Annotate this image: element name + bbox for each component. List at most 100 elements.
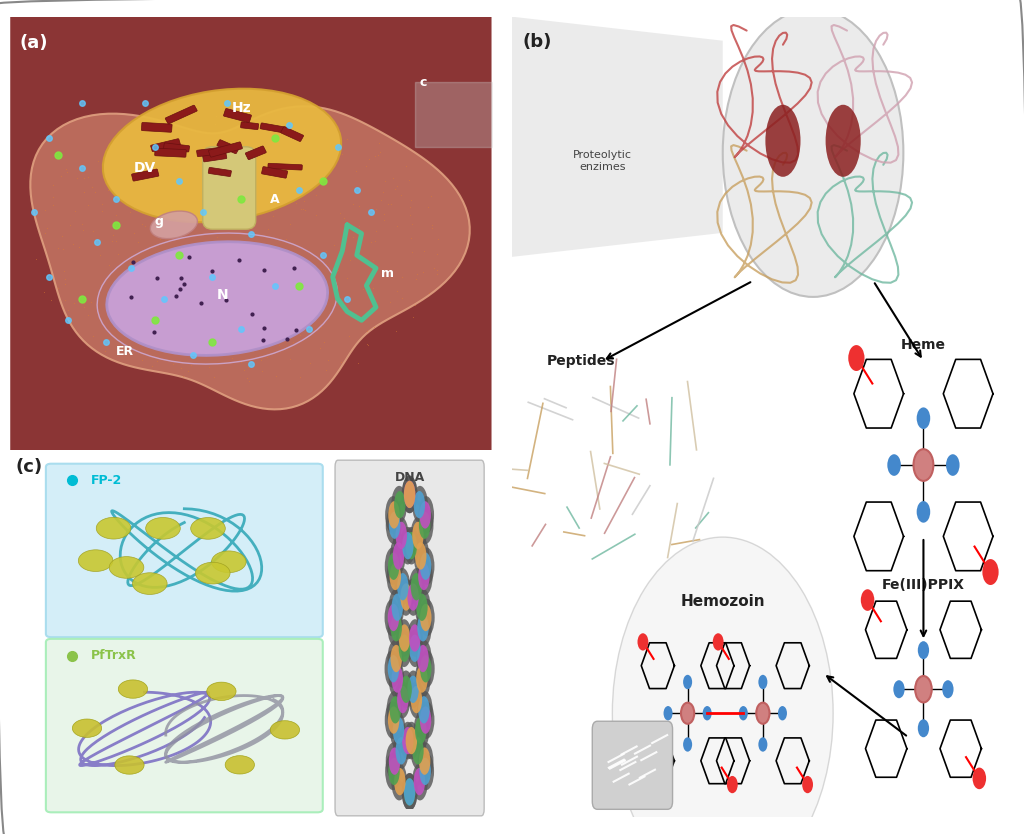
Circle shape	[145, 518, 180, 540]
Point	[409, 268, 425, 281]
Point	[76, 300, 92, 314]
Point	[217, 188, 233, 202]
Point	[406, 310, 422, 324]
Circle shape	[416, 666, 428, 693]
Point	[285, 321, 301, 334]
FancyBboxPatch shape	[141, 123, 172, 133]
Point	[224, 351, 241, 364]
Text: Hz: Hz	[231, 101, 251, 115]
Text: A: A	[270, 193, 280, 206]
Point	[295, 278, 311, 291]
Point	[237, 195, 253, 208]
Point	[429, 248, 445, 261]
Point	[163, 207, 179, 220]
Point	[376, 207, 392, 220]
Point	[243, 113, 259, 127]
Circle shape	[388, 757, 399, 785]
Point	[232, 289, 249, 303]
FancyBboxPatch shape	[260, 123, 288, 133]
Circle shape	[419, 547, 434, 585]
Point	[298, 173, 314, 187]
Point	[208, 109, 224, 123]
Point	[325, 262, 341, 275]
Point	[145, 332, 162, 345]
Circle shape	[388, 706, 399, 734]
Point	[56, 294, 73, 307]
Circle shape	[414, 491, 425, 519]
Circle shape	[394, 491, 406, 519]
FancyBboxPatch shape	[268, 163, 302, 170]
Circle shape	[415, 716, 426, 744]
Circle shape	[918, 719, 929, 737]
Point	[278, 232, 294, 245]
Point	[242, 189, 258, 203]
Point	[366, 320, 382, 334]
Point	[179, 239, 196, 253]
Circle shape	[389, 563, 401, 590]
PathPatch shape	[31, 106, 470, 409]
Circle shape	[390, 614, 402, 641]
Point	[169, 286, 185, 299]
FancyBboxPatch shape	[155, 148, 186, 158]
Circle shape	[915, 676, 932, 702]
Circle shape	[778, 706, 787, 721]
Circle shape	[408, 630, 423, 667]
Point	[255, 124, 271, 138]
Circle shape	[893, 681, 904, 698]
Point	[193, 344, 209, 358]
Point	[270, 264, 287, 278]
Point	[253, 332, 269, 345]
Circle shape	[417, 614, 429, 641]
FancyBboxPatch shape	[592, 721, 673, 809]
Point	[296, 203, 312, 216]
Text: Proteolytic
enzimes: Proteolytic enzimes	[572, 150, 632, 172]
Point	[148, 139, 165, 153]
Circle shape	[390, 537, 406, 575]
Circle shape	[738, 706, 748, 721]
Circle shape	[387, 640, 403, 677]
Point	[350, 219, 367, 233]
Circle shape	[225, 756, 254, 774]
Text: (a): (a)	[19, 34, 48, 52]
FancyBboxPatch shape	[208, 168, 231, 177]
Circle shape	[398, 635, 411, 662]
Point	[76, 296, 92, 309]
Circle shape	[401, 475, 418, 513]
Text: Peptides: Peptides	[547, 354, 615, 368]
Point	[210, 279, 226, 293]
Circle shape	[73, 719, 101, 737]
Text: N: N	[217, 288, 228, 302]
FancyBboxPatch shape	[335, 460, 484, 816]
Point	[163, 199, 179, 213]
Circle shape	[612, 537, 834, 834]
Circle shape	[723, 8, 903, 297]
Point	[183, 359, 200, 372]
Point	[336, 211, 352, 224]
Point	[253, 354, 269, 367]
Point	[256, 243, 272, 256]
Point	[100, 258, 117, 271]
Circle shape	[396, 630, 412, 667]
Circle shape	[190, 518, 225, 540]
Point	[323, 267, 339, 280]
Circle shape	[389, 511, 400, 539]
Point	[351, 199, 368, 213]
Point	[333, 355, 349, 369]
Point	[52, 170, 69, 183]
FancyBboxPatch shape	[241, 122, 259, 129]
Point	[291, 304, 307, 318]
Point	[326, 238, 342, 251]
Circle shape	[727, 776, 737, 793]
Circle shape	[982, 559, 998, 585]
Point	[104, 229, 121, 242]
Circle shape	[386, 691, 402, 729]
Point	[198, 300, 214, 314]
Circle shape	[385, 547, 400, 585]
Circle shape	[973, 767, 986, 789]
Point	[385, 171, 401, 184]
Point	[267, 143, 284, 157]
Point	[103, 234, 120, 248]
Point	[393, 188, 410, 202]
Point	[429, 268, 445, 281]
Point	[291, 251, 307, 264]
